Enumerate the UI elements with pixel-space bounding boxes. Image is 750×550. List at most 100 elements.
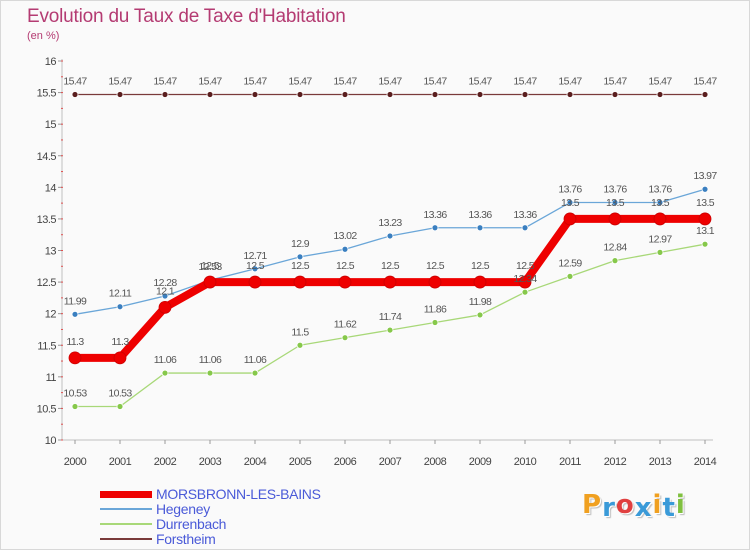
data-point-durrenbach <box>386 326 394 334</box>
data-label-forstheim: 15.47 <box>153 75 177 87</box>
data-label-forstheim: 15.47 <box>603 75 627 87</box>
logo-letter: r <box>602 493 616 523</box>
data-label-durrenbach: 11.06 <box>244 354 267 366</box>
data-label-hegeney: 13.76 <box>603 183 627 195</box>
data-point-morsbronn-les-bains <box>653 212 667 226</box>
data-label-morsbronn-les-bains: 12.5 <box>201 260 220 272</box>
legend-label: Forstheim <box>156 531 216 547</box>
logo-letter: P <box>582 490 603 520</box>
data-label-durrenbach: 12.97 <box>648 233 672 245</box>
data-label-durrenbach: 11.06 <box>199 354 222 366</box>
data-point-hegeney <box>431 224 439 232</box>
x-tick-label: 2003 <box>199 456 222 468</box>
data-label-morsbronn-les-bains: 11.3 <box>111 336 129 348</box>
data-point-forstheim <box>656 91 664 98</box>
data-label-forstheim: 15.47 <box>243 75 267 87</box>
y-tick-label: 12.5 <box>37 277 57 289</box>
proxiti-logo: Proxiti <box>582 490 686 523</box>
y-tick-label: 16 <box>45 56 57 68</box>
data-label-morsbronn-les-bains: 13.5 <box>606 197 625 209</box>
data-label-hegeney: 12.53 <box>198 261 222 273</box>
data-label-forstheim: 15.47 <box>333 75 357 87</box>
data-point-morsbronn-les-bains <box>473 275 487 289</box>
data-point-forstheim <box>701 91 709 98</box>
data-point-morsbronn-les-bains <box>428 275 442 289</box>
logo-letter: x <box>634 493 653 523</box>
data-point-hegeney <box>116 303 124 311</box>
legend-label: Hegeney <box>156 501 210 517</box>
data-point-hegeney <box>386 232 394 240</box>
legend-swatch <box>100 538 152 540</box>
data-label-forstheim: 15.47 <box>468 75 492 87</box>
data-point-forstheim <box>476 91 484 98</box>
legend-swatch <box>100 508 152 510</box>
legend-swatch <box>100 523 152 525</box>
data-point-morsbronn-les-bains <box>293 275 307 289</box>
x-tick-label: 2010 <box>514 456 537 468</box>
data-point-durrenbach <box>341 334 349 342</box>
data-label-durrenbach: 11.98 <box>469 296 492 308</box>
data-point-hegeney <box>296 253 304 261</box>
data-label-hegeney: 13.36 <box>423 209 447 221</box>
data-label-forstheim: 15.47 <box>198 75 222 87</box>
data-point-hegeney <box>701 185 709 193</box>
y-tick-label: 11 <box>46 372 57 384</box>
y-tick-label: 15.5 <box>37 88 57 100</box>
data-point-morsbronn-les-bains <box>248 275 262 289</box>
data-label-durrenbach: 12.84 <box>603 242 627 254</box>
data-point-forstheim <box>116 91 124 98</box>
y-tick-label: 14.5 <box>37 151 57 163</box>
data-label-durrenbach: 11.86 <box>424 304 447 316</box>
data-label-morsbronn-les-bains: 11.3 <box>66 336 84 348</box>
data-point-durrenbach <box>431 319 439 326</box>
data-point-durrenbach <box>521 288 529 296</box>
data-point-morsbronn-les-bains <box>113 351 127 365</box>
data-point-morsbronn-les-bains <box>203 275 217 289</box>
data-label-hegeney: 11.99 <box>64 295 87 307</box>
logo-letter: t <box>662 493 676 523</box>
data-label-hegeney: 13.76 <box>558 183 582 195</box>
data-point-hegeney <box>656 199 664 206</box>
x-tick-label: 2006 <box>334 456 357 468</box>
y-tick-label: 11.5 <box>37 340 56 352</box>
data-point-forstheim <box>251 91 259 98</box>
data-label-morsbronn-les-bains: 12.5 <box>246 260 265 272</box>
legend-swatch <box>100 490 152 498</box>
data-label-durrenbach: 12.59 <box>558 257 582 269</box>
data-label-hegeney: 12.28 <box>153 277 177 289</box>
data-point-hegeney <box>251 265 259 273</box>
data-point-forstheim <box>161 91 169 98</box>
data-point-durrenbach <box>476 311 484 319</box>
data-point-forstheim <box>206 91 214 98</box>
data-point-morsbronn-les-bains <box>518 275 532 289</box>
legend-label: Durrenbach <box>156 516 227 532</box>
data-point-forstheim <box>296 91 304 98</box>
x-tick-label: 2002 <box>154 456 177 468</box>
data-label-morsbronn-les-bains: 12.5 <box>291 260 310 272</box>
data-label-morsbronn-les-bains: 12.5 <box>336 260 355 272</box>
data-label-hegeney: 12.11 <box>109 288 132 300</box>
x-tick-label: 2009 <box>469 456 492 468</box>
data-label-hegeney: 13.97 <box>693 170 717 182</box>
data-point-morsbronn-les-bains <box>68 351 82 365</box>
data-label-forstheim: 15.47 <box>513 75 537 87</box>
data-point-durrenbach <box>71 403 79 410</box>
chart-title: Evolution du Taux de Taxe d'Habitation <box>27 6 346 27</box>
data-point-forstheim <box>611 91 619 98</box>
data-point-hegeney <box>161 292 169 300</box>
y-tick-label: 13 <box>45 246 57 258</box>
chart-subtitle: (en %) <box>27 30 60 42</box>
data-point-durrenbach <box>116 403 124 410</box>
data-point-forstheim <box>431 91 439 98</box>
data-point-morsbronn-les-bains <box>563 212 577 226</box>
data-label-forstheim: 15.47 <box>648 75 672 87</box>
data-point-forstheim <box>341 91 349 98</box>
data-label-hegeney: 13.02 <box>333 230 357 242</box>
data-point-hegeney <box>611 199 619 206</box>
x-tick-label: 2000 <box>64 456 87 468</box>
data-label-forstheim: 15.47 <box>423 75 447 87</box>
data-label-morsbronn-les-bains: 12.1 <box>156 285 175 297</box>
y-tick-label: 14 <box>45 182 57 194</box>
data-point-morsbronn-les-bains <box>698 212 712 226</box>
